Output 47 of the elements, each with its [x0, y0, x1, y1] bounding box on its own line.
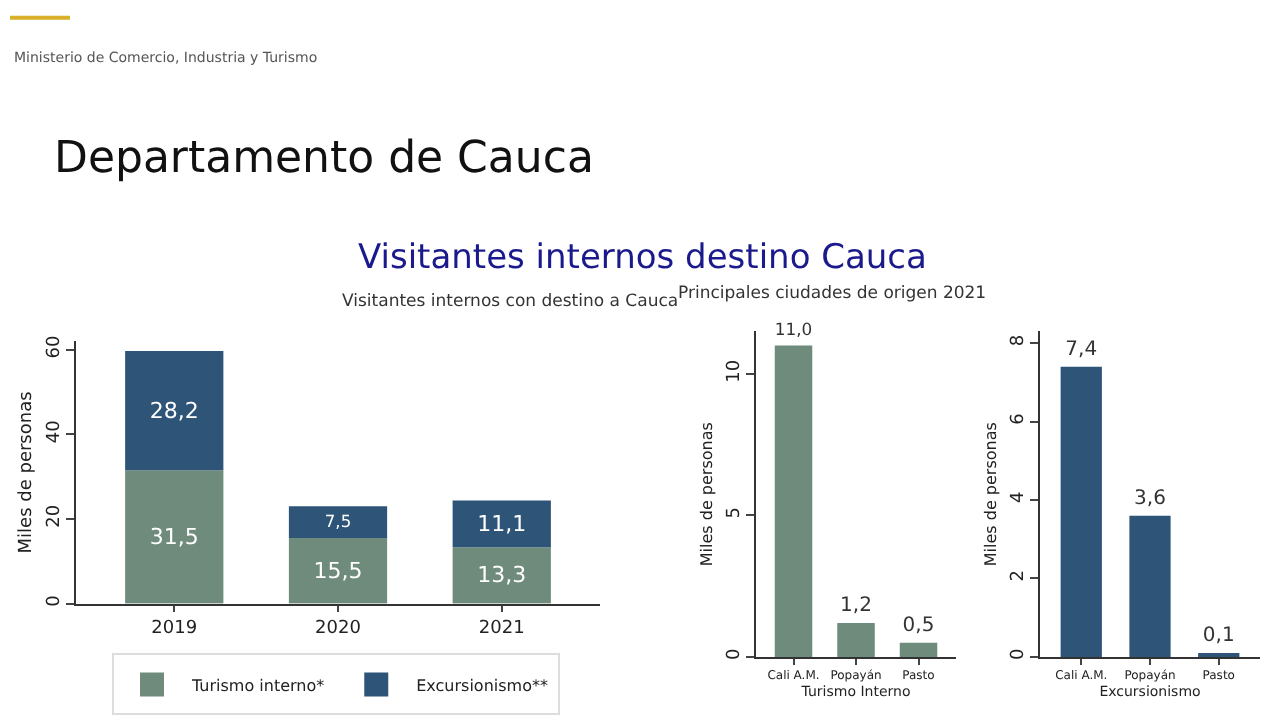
legend-label: Turismo interno* — [190, 676, 325, 695]
y-tick-label: 0 — [724, 647, 745, 660]
x-tick-label: 2019 — [151, 619, 198, 640]
legend-label: Excursionismo** — [416, 676, 548, 695]
data-label: 28,2 — [149, 397, 199, 424]
x-tick-label: 2020 — [315, 619, 362, 640]
data-label: 11,1 — [477, 510, 527, 537]
chart-title: Principales ciudades de origen 2021 — [678, 284, 987, 304]
data-label: 11,0 — [774, 318, 813, 339]
data-label: 0,1 — [1202, 624, 1235, 647]
y-tick-label: 0 — [1008, 647, 1029, 660]
y-tick-label: 60 — [44, 335, 65, 359]
y-axis-title: Miles de personas — [982, 422, 1001, 567]
y-tick-label: 0 — [44, 594, 65, 607]
data-label: 0,5 — [902, 614, 935, 637]
bar — [1060, 366, 1102, 657]
y-tick-label: 6 — [1008, 412, 1029, 425]
y-tick-label: 20 — [44, 504, 65, 528]
text: Visitantes internos destino Cauca — [358, 238, 927, 278]
data-label: 7,5 — [324, 511, 352, 532]
data-label: 3,6 — [1134, 487, 1166, 510]
data-label: 15,5 — [313, 557, 363, 584]
bar — [774, 345, 813, 657]
data-label: 13,3 — [477, 562, 527, 589]
y-tick-label: 8 — [1008, 334, 1029, 347]
bar — [452, 547, 551, 604]
bar — [837, 622, 875, 657]
bar — [899, 642, 938, 657]
bar — [125, 470, 224, 604]
data-label: 7,4 — [1065, 338, 1098, 361]
bar — [288, 538, 388, 604]
data-label: 31,5 — [149, 523, 199, 550]
y-tick-label: 4 — [1008, 491, 1029, 504]
data-label: 1,2 — [840, 594, 872, 617]
bar — [452, 500, 551, 548]
y-tick-label: 2 — [1008, 570, 1029, 582]
y-tick-label: 5 — [724, 506, 745, 519]
chart-title: Visitantes internos con destino a Cauca — [342, 292, 679, 312]
text: Departamento de Cauca — [54, 134, 594, 184]
y-tick-label: 10 — [724, 359, 745, 383]
y-axis-title: Miles de personas — [698, 422, 717, 567]
bar — [125, 351, 224, 471]
x-tick-label: 2021 — [478, 619, 525, 640]
y-tick-label: 40 — [44, 419, 65, 444]
bar — [1129, 515, 1171, 657]
bar — [288, 506, 388, 539]
y-axis-title: Miles de personas — [17, 390, 38, 554]
